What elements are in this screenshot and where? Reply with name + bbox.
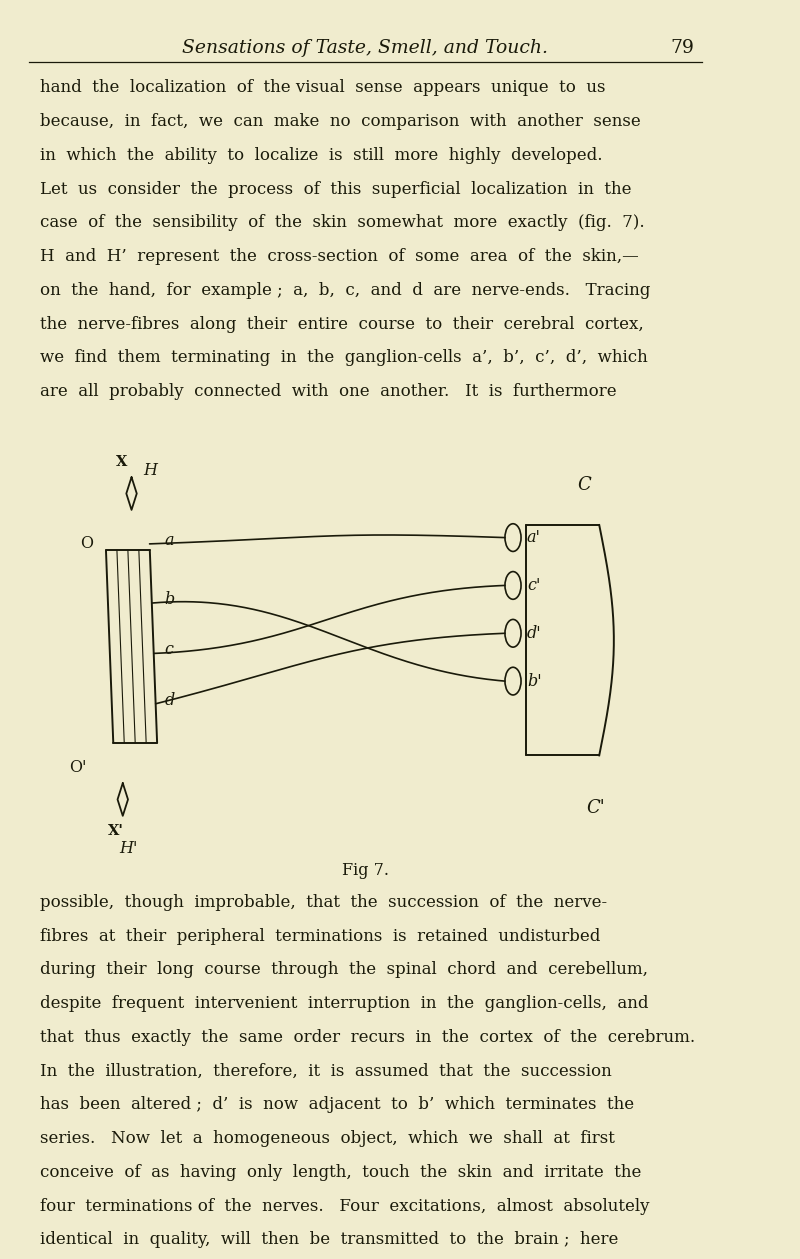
Text: despite  frequent  intervenient  interruption  in  the  ganglion-cells,  and: despite frequent intervenient interrupti…: [40, 995, 649, 1012]
Text: we  find  them  terminating  in  the  ganglion-cells  a’,  b’,  c’,  d’,  which: we find them terminating in the ganglion…: [40, 349, 648, 366]
Text: O: O: [81, 535, 94, 553]
Text: b: b: [165, 590, 174, 608]
Text: b': b': [527, 672, 542, 690]
Text: during  their  long  course  through  the  spinal  chord  and  cerebellum,: during their long course through the spi…: [40, 962, 648, 978]
Text: four  terminations of  the  nerves.   Four  excitations,  almost  absolutely: four terminations of the nerves. Four ex…: [40, 1197, 650, 1215]
Text: case  of  the  sensibility  of  the  skin  somewhat  more  exactly  (fig.  7).: case of the sensibility of the skin some…: [40, 214, 645, 232]
Text: has  been  altered ;  d’  is  now  adjacent  to  b’  which  terminates  the: has been altered ; d’ is now adjacent to…: [40, 1097, 634, 1113]
Text: Let  us  consider  the  process  of  this  superficial  localization  in  the: Let us consider the process of this supe…: [40, 180, 632, 198]
Text: c': c': [527, 577, 540, 594]
Text: are  all  probably  connected  with  one  another.   It  is  furthermore: are all probably connected with one anot…: [40, 383, 617, 400]
Text: series.   Now  let  a  homogeneous  object,  which  we  shall  at  first: series. Now let a homogeneous object, wh…: [40, 1131, 615, 1147]
Text: C': C': [586, 799, 605, 817]
Text: in  which  the  ability  to  localize  is  still  more  highly  developed.: in which the ability to localize is stil…: [40, 147, 602, 164]
Text: d: d: [165, 691, 174, 709]
Text: on  the  hand,  for  example ;  a,  b,  c,  and  d  are  nerve-ends.   Tracing: on the hand, for example ; a, b, c, and …: [40, 282, 650, 298]
Text: identical  in  quality,  will  then  be  transmitted  to  the  brain ;  here: identical in quality, will then be trans…: [40, 1231, 618, 1249]
Text: because,  in  fact,  we  can  make  no  comparison  with  another  sense: because, in fact, we can make no compari…: [40, 113, 641, 130]
Text: a: a: [165, 531, 174, 549]
Text: X': X': [107, 823, 123, 838]
Text: H': H': [119, 840, 138, 857]
Text: 79: 79: [670, 39, 694, 57]
Text: the  nerve-fibres  along  their  entire  course  to  their  cerebral  cortex,: the nerve-fibres along their entire cour…: [40, 316, 644, 332]
Text: X: X: [116, 454, 128, 470]
Text: that  thus  exactly  the  same  order  recurs  in  the  cortex  of  the  cerebru: that thus exactly the same order recurs …: [40, 1029, 695, 1046]
Text: Sensations of Taste, Smell, and Touch.: Sensations of Taste, Smell, and Touch.: [182, 39, 548, 57]
Text: fibres  at  their  peripheral  terminations  is  retained  undisturbed: fibres at their peripheral terminations …: [40, 928, 601, 944]
Text: In  the  illustration,  therefore,  it  is  assumed  that  the  succession: In the illustration, therefore, it is as…: [40, 1063, 612, 1080]
Text: H: H: [143, 462, 158, 480]
Text: Fig 7.: Fig 7.: [342, 862, 389, 880]
Text: O': O': [69, 759, 86, 777]
Text: H  and  H’  represent  the  cross-section  of  some  area  of  the  skin,—: H and H’ represent the cross-section of …: [40, 248, 639, 266]
Text: C: C: [578, 476, 591, 494]
Text: possible,  though  improbable,  that  the  succession  of  the  nerve-: possible, though improbable, that the su…: [40, 894, 607, 912]
Text: conceive  of  as  having  only  length,  touch  the  skin  and  irritate  the: conceive of as having only length, touch…: [40, 1163, 642, 1181]
Text: a': a': [527, 529, 541, 546]
Text: c: c: [165, 641, 174, 658]
Text: hand  the  localization  of  the visual  sense  appears  unique  to  us: hand the localization of the visual sens…: [40, 79, 606, 97]
Text: d': d': [527, 624, 542, 642]
